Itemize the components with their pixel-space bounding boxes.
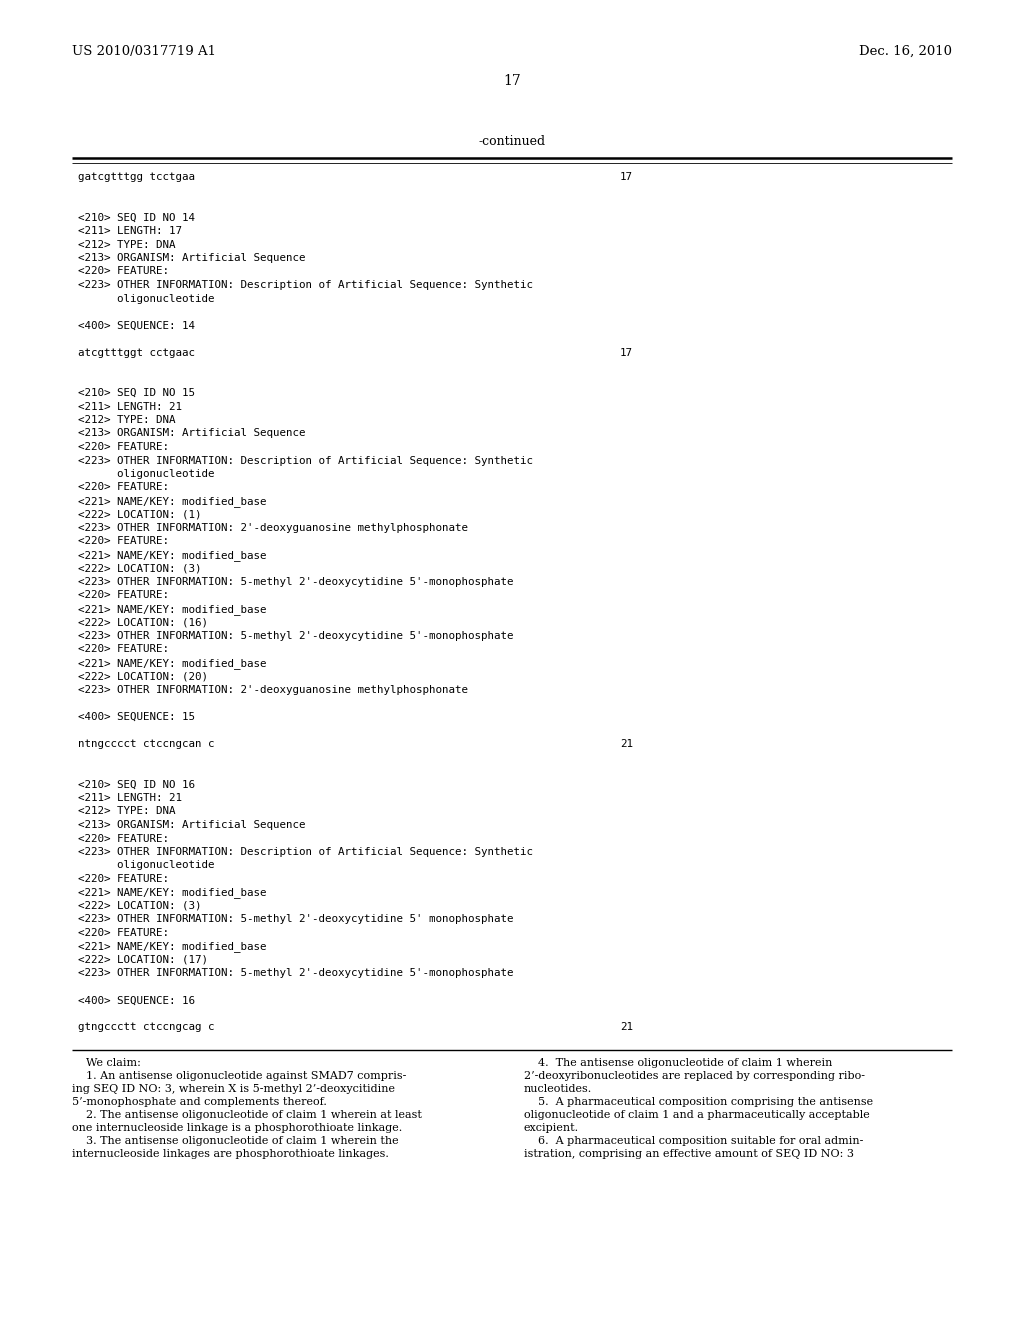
Text: <221> NAME/KEY: modified_base: <221> NAME/KEY: modified_base [78, 657, 266, 669]
Text: ntngcccct ctccngcan c: ntngcccct ctccngcan c [78, 739, 214, 748]
Text: <221> NAME/KEY: modified_base: <221> NAME/KEY: modified_base [78, 887, 266, 899]
Text: <220> FEATURE:: <220> FEATURE: [78, 536, 169, 546]
Text: one internucleoside linkage is a phosphorothioate linkage.: one internucleoside linkage is a phospho… [72, 1123, 402, 1133]
Text: <400> SEQUENCE: 15: <400> SEQUENCE: 15 [78, 711, 195, 722]
Text: oligonucleotide: oligonucleotide [78, 293, 214, 304]
Text: <220> FEATURE:: <220> FEATURE: [78, 928, 169, 939]
Text: <223> OTHER INFORMATION: 5-methyl 2'-deoxycytidine 5'-monophosphate: <223> OTHER INFORMATION: 5-methyl 2'-deo… [78, 631, 513, 642]
Text: <400> SEQUENCE: 14: <400> SEQUENCE: 14 [78, 321, 195, 330]
Text: 3. The antisense oligonucleotide of claim 1 wherein the: 3. The antisense oligonucleotide of clai… [72, 1137, 398, 1146]
Text: <223> OTHER INFORMATION: 5-methyl 2'-deoxycytidine 5'-monophosphate: <223> OTHER INFORMATION: 5-methyl 2'-deo… [78, 969, 513, 978]
Text: <220> FEATURE:: <220> FEATURE: [78, 267, 169, 276]
Text: <211> LENGTH: 17: <211> LENGTH: 17 [78, 226, 182, 236]
Text: <222> LOCATION: (1): <222> LOCATION: (1) [78, 510, 202, 520]
Text: 2’-deoxyribonucleotides are replaced by corresponding ribo-: 2’-deoxyribonucleotides are replaced by … [524, 1071, 865, 1081]
Text: <220> FEATURE:: <220> FEATURE: [78, 874, 169, 884]
Text: Dec. 16, 2010: Dec. 16, 2010 [859, 45, 952, 58]
Text: ing SEQ ID NO: 3, wherein X is 5-methyl 2’-deoxycitidine: ing SEQ ID NO: 3, wherein X is 5-methyl … [72, 1084, 395, 1094]
Text: <222> LOCATION: (3): <222> LOCATION: (3) [78, 564, 202, 573]
Text: <210> SEQ ID NO 14: <210> SEQ ID NO 14 [78, 213, 195, 223]
Text: internucleoside linkages are phosphorothioate linkages.: internucleoside linkages are phosphoroth… [72, 1148, 389, 1159]
Text: <223> OTHER INFORMATION: 2'-deoxyguanosine methylphosphonate: <223> OTHER INFORMATION: 2'-deoxyguanosi… [78, 523, 468, 533]
Text: <221> NAME/KEY: modified_base: <221> NAME/KEY: modified_base [78, 605, 266, 615]
Text: 17: 17 [503, 74, 521, 88]
Text: <220> FEATURE:: <220> FEATURE: [78, 483, 169, 492]
Text: <213> ORGANISM: Artificial Sequence: <213> ORGANISM: Artificial Sequence [78, 820, 305, 830]
Text: gtngccctt ctccngcag c: gtngccctt ctccngcag c [78, 1023, 214, 1032]
Text: 6.  A pharmaceutical composition suitable for oral admin-: 6. A pharmaceutical composition suitable… [524, 1137, 863, 1146]
Text: oligonucleotide: oligonucleotide [78, 469, 214, 479]
Text: US 2010/0317719 A1: US 2010/0317719 A1 [72, 45, 216, 58]
Text: <222> LOCATION: (20): <222> LOCATION: (20) [78, 672, 208, 681]
Text: 21: 21 [620, 1023, 633, 1032]
Text: <220> FEATURE:: <220> FEATURE: [78, 590, 169, 601]
Text: <223> OTHER INFORMATION: 2'-deoxyguanosine methylphosphonate: <223> OTHER INFORMATION: 2'-deoxyguanosi… [78, 685, 468, 696]
Text: 17: 17 [620, 172, 633, 182]
Text: excipient.: excipient. [524, 1123, 580, 1133]
Text: <210> SEQ ID NO 15: <210> SEQ ID NO 15 [78, 388, 195, 399]
Text: We claim:: We claim: [72, 1059, 141, 1068]
Text: oligonucleotide of claim 1 and a pharmaceutically acceptable: oligonucleotide of claim 1 and a pharmac… [524, 1110, 869, 1119]
Text: <400> SEQUENCE: 16: <400> SEQUENCE: 16 [78, 995, 195, 1006]
Text: 2. The antisense oligonucleotide of claim 1 wherein at least: 2. The antisense oligonucleotide of clai… [72, 1110, 422, 1119]
Text: <223> OTHER INFORMATION: Description of Artificial Sequence: Synthetic: <223> OTHER INFORMATION: Description of … [78, 847, 534, 857]
Text: <222> LOCATION: (16): <222> LOCATION: (16) [78, 618, 208, 627]
Text: <210> SEQ ID NO 16: <210> SEQ ID NO 16 [78, 780, 195, 789]
Text: <212> TYPE: DNA: <212> TYPE: DNA [78, 807, 175, 817]
Text: 17: 17 [620, 347, 633, 358]
Text: 5.  A pharmaceutical composition comprising the antisense: 5. A pharmaceutical composition comprisi… [524, 1097, 873, 1107]
Text: gatcgtttgg tcctgaa: gatcgtttgg tcctgaa [78, 172, 195, 182]
Text: 4.  The antisense oligonucleotide of claim 1 wherein: 4. The antisense oligonucleotide of clai… [524, 1059, 833, 1068]
Text: <212> TYPE: DNA: <212> TYPE: DNA [78, 239, 175, 249]
Text: <220> FEATURE:: <220> FEATURE: [78, 442, 169, 451]
Text: <221> NAME/KEY: modified_base: <221> NAME/KEY: modified_base [78, 550, 266, 561]
Text: <211> LENGTH: 21: <211> LENGTH: 21 [78, 793, 182, 803]
Text: <223> OTHER INFORMATION: 5-methyl 2'-deoxycytidine 5'-monophosphate: <223> OTHER INFORMATION: 5-methyl 2'-deo… [78, 577, 513, 587]
Text: <221> NAME/KEY: modified_base: <221> NAME/KEY: modified_base [78, 941, 266, 953]
Text: <213> ORGANISM: Artificial Sequence: <213> ORGANISM: Artificial Sequence [78, 429, 305, 438]
Text: -continued: -continued [478, 135, 546, 148]
Text: <223> OTHER INFORMATION: Description of Artificial Sequence: Synthetic: <223> OTHER INFORMATION: Description of … [78, 280, 534, 290]
Text: <211> LENGTH: 21: <211> LENGTH: 21 [78, 401, 182, 412]
Text: <220> FEATURE:: <220> FEATURE: [78, 833, 169, 843]
Text: <222> LOCATION: (17): <222> LOCATION: (17) [78, 954, 208, 965]
Text: <213> ORGANISM: Artificial Sequence: <213> ORGANISM: Artificial Sequence [78, 253, 305, 263]
Text: oligonucleotide: oligonucleotide [78, 861, 214, 870]
Text: 1. An antisense oligonucleotide against SMAD7 compris-: 1. An antisense oligonucleotide against … [72, 1071, 407, 1081]
Text: nucleotides.: nucleotides. [524, 1084, 592, 1094]
Text: <220> FEATURE:: <220> FEATURE: [78, 644, 169, 655]
Text: <221> NAME/KEY: modified_base: <221> NAME/KEY: modified_base [78, 496, 266, 507]
Text: istration, comprising an effective amount of SEQ ID NO: 3: istration, comprising an effective amoun… [524, 1148, 854, 1159]
Text: 5’-monophosphate and complements thereof.: 5’-monophosphate and complements thereof… [72, 1097, 327, 1107]
Text: <223> OTHER INFORMATION: 5-methyl 2'-deoxycytidine 5' monophosphate: <223> OTHER INFORMATION: 5-methyl 2'-deo… [78, 915, 513, 924]
Text: <212> TYPE: DNA: <212> TYPE: DNA [78, 414, 175, 425]
Text: atcgtttggt cctgaac: atcgtttggt cctgaac [78, 347, 195, 358]
Text: <222> LOCATION: (3): <222> LOCATION: (3) [78, 902, 202, 911]
Text: <223> OTHER INFORMATION: Description of Artificial Sequence: Synthetic: <223> OTHER INFORMATION: Description of … [78, 455, 534, 466]
Text: 21: 21 [620, 739, 633, 748]
